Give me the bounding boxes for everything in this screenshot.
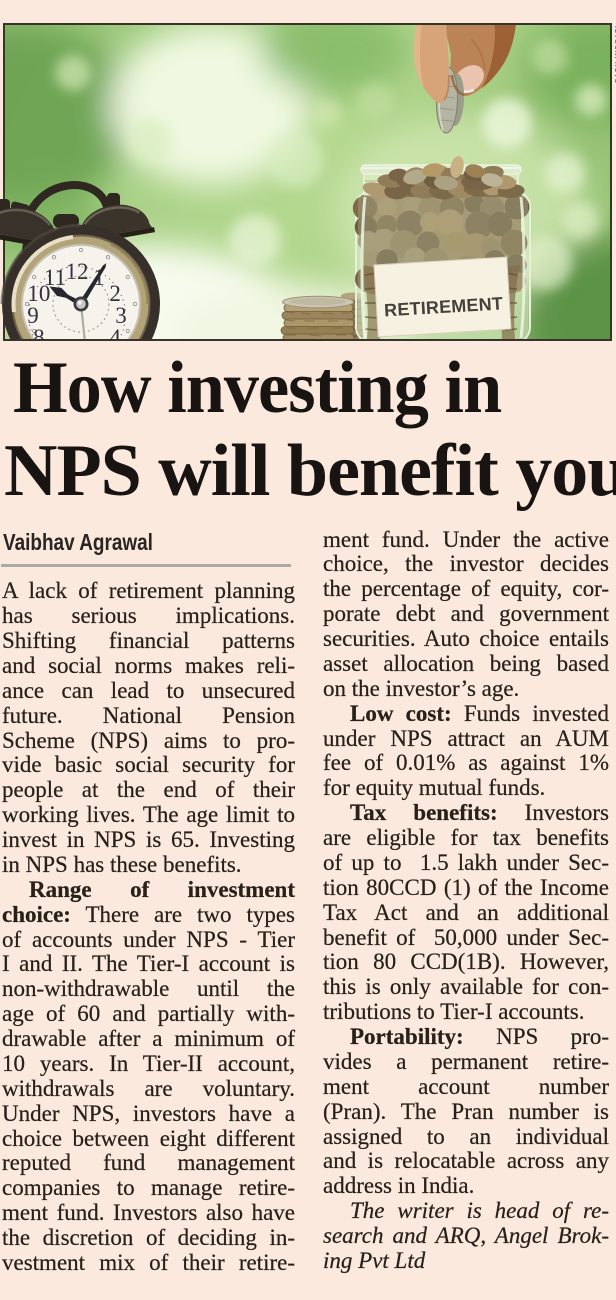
svg-text:11: 11 <box>44 265 66 290</box>
svg-text:2: 2 <box>109 281 121 306</box>
svg-text:9: 9 <box>27 303 39 328</box>
svg-text:4: 4 <box>109 325 121 350</box>
svg-text:8: 8 <box>33 325 45 350</box>
svg-text:3: 3 <box>115 303 127 328</box>
svg-text:10: 10 <box>27 281 50 306</box>
svg-text:12: 12 <box>66 259 89 284</box>
